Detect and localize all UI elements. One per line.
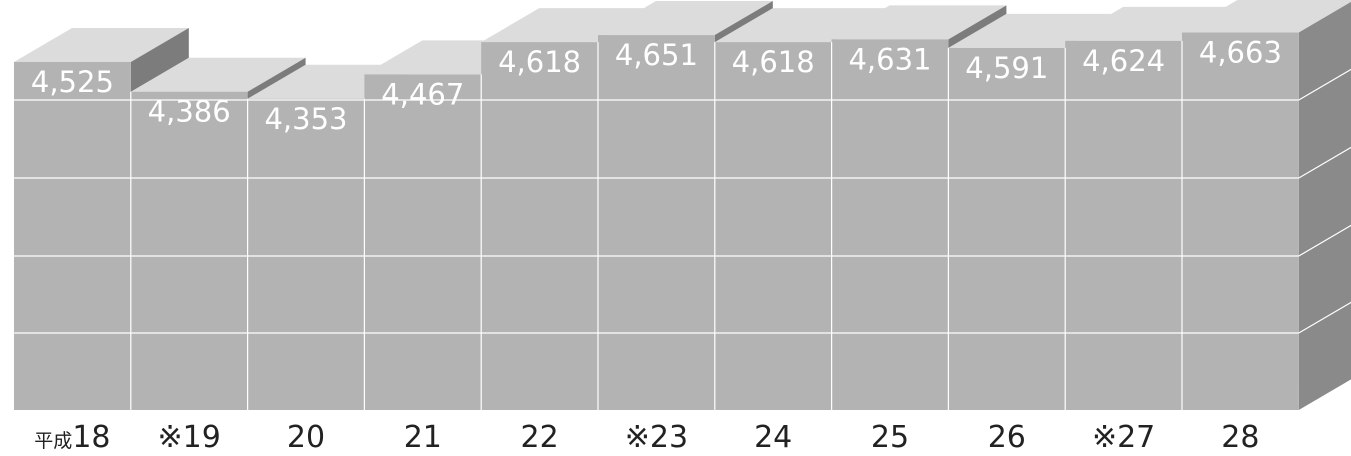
bar-0	[14, 62, 131, 410]
bar-step-side-5	[714, 1, 773, 43]
category-label-0: 平成18	[34, 420, 110, 455]
bar-9	[1065, 40, 1182, 410]
grid-lines-layer	[14, 40, 1351, 410]
value-label-9: 4,624	[1082, 44, 1165, 78]
value-labels-layer: 4,525 4,386 4,353 4,467 4,618 4,651 4,618 4,631…	[31, 35, 1282, 135]
value-label-6: 4,618	[732, 45, 815, 79]
category-label-7: 25	[871, 420, 909, 455]
value-label-1: 4,386	[148, 95, 231, 129]
bar-step-side-1	[247, 57, 306, 99]
bar-1	[130, 91, 248, 410]
bar-5	[598, 35, 715, 411]
value-label-7: 4,631	[848, 42, 931, 76]
bar-step-side-0	[130, 28, 189, 92]
bar-top-1	[130, 57, 306, 92]
value-label-2: 4,353	[264, 102, 347, 136]
grid-line-side-1	[1298, 146, 1351, 179]
category-label-6: 24	[754, 420, 792, 455]
bar-3	[364, 74, 482, 411]
value-label-8: 4,591	[965, 51, 1048, 85]
bar-top-6	[714, 8, 890, 43]
category-label-1: ※19	[158, 420, 221, 455]
bar-4	[481, 42, 598, 410]
value-label-5: 4,651	[615, 38, 698, 72]
grid-line-side-3	[1298, 301, 1351, 334]
bar-top-4	[481, 8, 656, 43]
value-label-3: 4,467	[381, 77, 464, 111]
category-label-8: 26	[988, 420, 1026, 455]
grid-line-side-0	[1298, 68, 1351, 101]
bar-10	[1182, 32, 1299, 410]
category-label-2: 20	[287, 420, 325, 455]
category-labels-layer: 平成18 ※19 20 21 22 ※23 24 25 26 ※27 28	[34, 420, 1259, 455]
category-label-3: 21	[404, 420, 442, 455]
value-label-10: 4,663	[1199, 35, 1282, 69]
chart-right-side	[1298, 1, 1351, 410]
category-label-4: 22	[521, 420, 559, 455]
bar-6	[714, 42, 832, 410]
value-label-0: 4,525	[31, 65, 114, 99]
bar-sides-layer	[130, 1, 1351, 410]
bar-7	[831, 39, 949, 411]
bar-2	[247, 98, 365, 411]
grid-line-side-2	[1298, 224, 1351, 257]
bar-fronts-layer	[14, 32, 1299, 411]
category-label-5: ※23	[625, 420, 688, 455]
bar-8	[948, 47, 1066, 411]
category-label-10: 28	[1221, 420, 1259, 455]
value-label-4: 4,618	[498, 45, 581, 79]
bar-top-8	[948, 13, 1124, 48]
category-label-9: ※27	[1092, 420, 1155, 455]
bar-top-0	[14, 28, 189, 62]
bar-step-side-7	[948, 5, 1007, 48]
